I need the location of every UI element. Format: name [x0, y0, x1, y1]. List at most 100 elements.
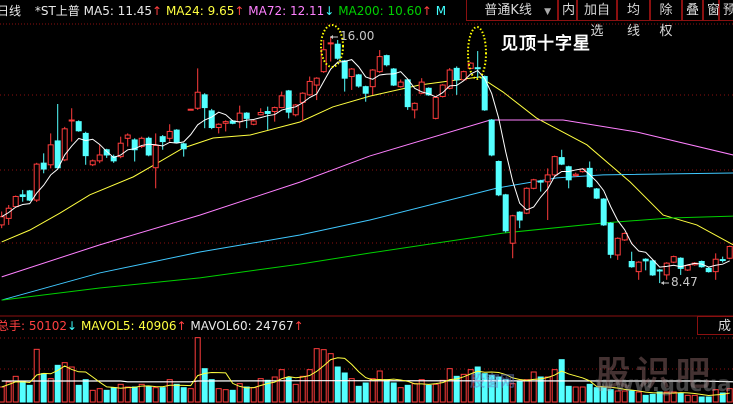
candle-body — [460, 71, 467, 81]
volume-bar — [12, 375, 19, 403]
candle — [614, 237, 621, 260]
watermark-secondary: 股窗网 — [470, 372, 516, 390]
volume-bar — [355, 385, 362, 403]
volume-bar — [446, 368, 453, 403]
candle — [383, 54, 390, 67]
candle — [628, 251, 635, 268]
candle-body — [509, 215, 516, 244]
mavol5-line — [1, 357, 730, 397]
inner-button[interactable]: 内 — [558, 0, 577, 21]
candle — [677, 257, 684, 275]
candle — [551, 155, 558, 176]
volume-bar — [334, 366, 341, 403]
ex-rights-button[interactable]: 除权 — [650, 0, 682, 39]
candle — [236, 105, 243, 129]
candle — [33, 162, 40, 203]
volume-bar — [397, 387, 404, 403]
candle-body — [334, 43, 341, 59]
candle-body — [243, 112, 250, 119]
volume-bar — [432, 383, 439, 403]
chevron-down-icon: ▼ — [544, 7, 551, 17]
mavol5-value: MAVOL5: 40906 — [80, 319, 177, 333]
candle-body — [327, 42, 334, 45]
volume-bar — [0, 386, 5, 403]
volume-bar — [628, 390, 635, 403]
volume-bar — [173, 383, 180, 403]
candle — [719, 256, 726, 263]
candle-body — [0, 216, 5, 226]
ma5-value: MA5: 11.45 — [83, 4, 153, 18]
ma-legend: 日线 *ST上普 MA5: 11.45↑ MA24: 9.65↑ MA72: 1… — [0, 0, 446, 22]
candle — [530, 178, 537, 190]
volume-bar — [215, 388, 222, 403]
volume-bar — [138, 383, 145, 403]
volume-bar — [579, 386, 586, 403]
candle — [138, 136, 145, 149]
candle-body — [250, 120, 257, 125]
candle-body — [215, 123, 222, 129]
candle-body — [54, 140, 61, 169]
candle — [40, 153, 47, 174]
candle-body — [138, 137, 145, 147]
ma5-line-group — [1, 59, 730, 268]
volume-bar — [544, 376, 551, 403]
volume-bar — [82, 379, 89, 403]
candle-body — [432, 96, 439, 119]
overlay-button[interactable]: 叠 — [682, 0, 703, 21]
candle-body — [649, 260, 656, 276]
candle-body — [236, 112, 243, 123]
volume-bar — [89, 389, 96, 403]
up-arrow-icon: ↑ — [234, 4, 245, 18]
candle-body — [593, 188, 600, 199]
candle — [656, 269, 663, 284]
candle — [404, 78, 411, 110]
volume-bar — [159, 387, 166, 403]
candle — [187, 108, 194, 111]
candle — [159, 135, 166, 150]
volume-bar — [488, 374, 495, 403]
candle — [215, 123, 222, 134]
candle — [341, 59, 348, 92]
candle-body — [565, 166, 572, 181]
kline-type-dropdown[interactable]: 普通K线 ▼ — [466, 0, 558, 21]
volume-bar — [243, 386, 250, 403]
candle-body — [607, 222, 614, 255]
candle — [635, 261, 642, 280]
volume-bar — [474, 366, 481, 403]
candle — [418, 78, 425, 95]
candle — [523, 187, 530, 215]
volume-bar — [418, 379, 425, 403]
volume-bar — [593, 387, 600, 403]
preview-button[interactable]: 预 — [719, 0, 733, 21]
period-label[interactable]: 日线 — [0, 4, 22, 18]
add-watchlist-button[interactable]: 加自选 — [577, 0, 617, 39]
candle — [299, 92, 306, 122]
candle — [75, 120, 82, 132]
candle — [285, 89, 292, 119]
candle-body — [82, 132, 89, 157]
volume-bar — [712, 389, 719, 403]
window-button[interactable]: 窗 — [703, 0, 720, 21]
candle-body — [635, 261, 642, 273]
volume-bar — [565, 385, 572, 403]
candle-body — [474, 67, 481, 70]
candle-body — [600, 198, 607, 226]
candle — [397, 79, 404, 88]
more-ma-label: M — [435, 4, 447, 18]
down-arrow-icon: ↓ — [67, 319, 78, 333]
candle — [54, 103, 61, 169]
candle-body — [341, 60, 348, 79]
MA72-line — [1, 119, 733, 278]
volume-indicator-button[interactable]: 成 — [697, 316, 733, 335]
volume-bar — [75, 384, 82, 403]
candle — [0, 211, 5, 229]
candle — [250, 120, 257, 126]
candle — [502, 193, 509, 233]
ma-settings-button[interactable]: 均线 — [617, 0, 650, 39]
volume-bar — [194, 337, 201, 403]
candle — [544, 168, 551, 221]
volume-bar — [467, 369, 474, 403]
watermark-logo: 股识吧 — [596, 354, 716, 394]
candle-body — [719, 259, 726, 262]
